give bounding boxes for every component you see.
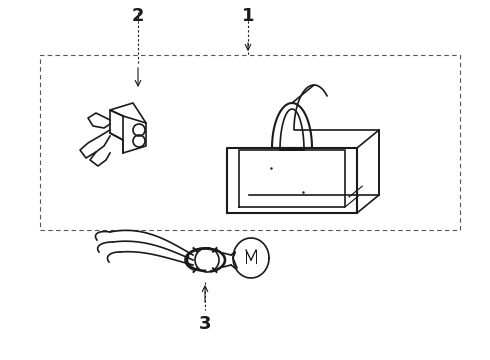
Text: 1: 1: [242, 7, 254, 25]
Bar: [40, 55, 460, 230]
Text: 3: 3: [199, 315, 211, 333]
Text: 2: 2: [132, 7, 144, 25]
